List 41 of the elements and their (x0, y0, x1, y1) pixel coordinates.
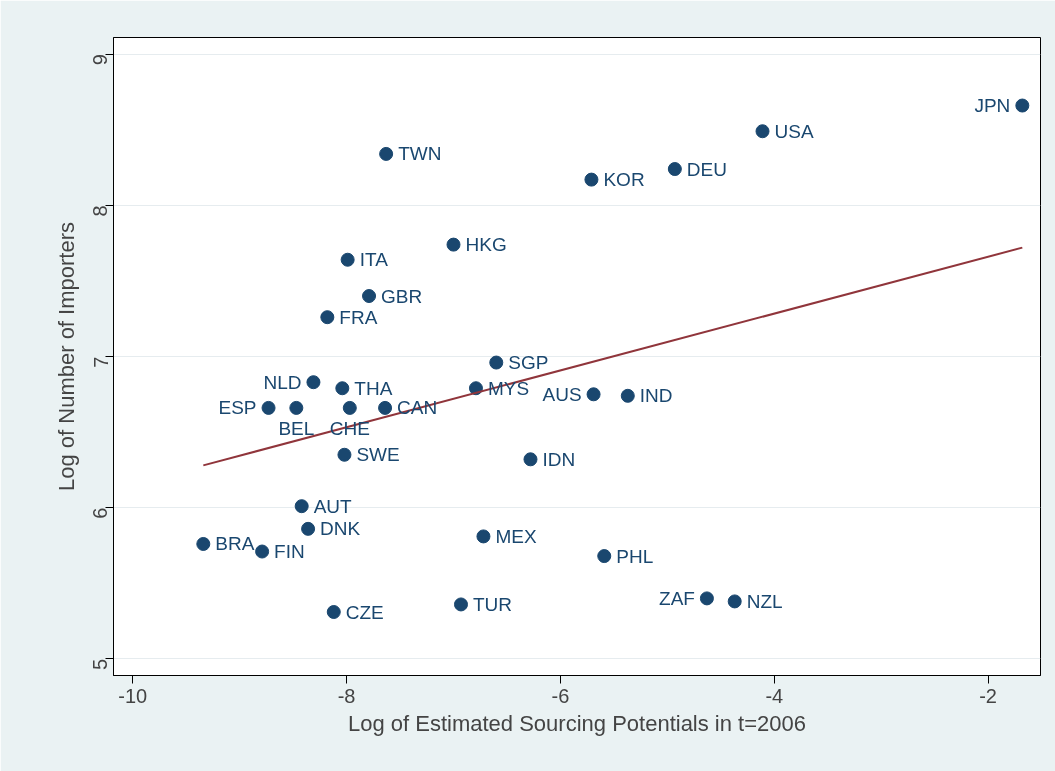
annotation: HKG (465, 234, 507, 256)
annotation: MYS (487, 377, 530, 399)
y-tick-label: 7 (89, 356, 112, 368)
y-axis-title: Log of Number of Importers (53, 221, 79, 491)
x-tick-label: -8 (337, 684, 356, 707)
annotation: IND (639, 385, 673, 407)
annotation: MEX (495, 525, 537, 547)
annotation: AUS (542, 383, 582, 405)
annotation: ESP (218, 397, 257, 419)
annotation: CZE (345, 601, 384, 623)
y-tick-label: 5 (89, 658, 112, 670)
x-tick-label: -6 (551, 684, 570, 707)
annotation: ITA (359, 249, 389, 271)
annotation: JPN (974, 95, 1011, 117)
annotation: USA (774, 120, 814, 142)
annotation: ZAF (659, 587, 695, 609)
annotation: NLD (263, 371, 302, 393)
x-axis-title: Log of Estimated Sourcing Potentials in t=2006 (347, 710, 807, 736)
annotation: SGP (508, 352, 549, 374)
x-tick-label: -2 (979, 684, 998, 707)
annotation: THA (354, 377, 393, 399)
annotation: BRA (215, 533, 255, 555)
y-tick-label: 9 (89, 54, 112, 66)
annotation: PHL (616, 545, 654, 567)
x-tick-label: -4 (765, 684, 784, 707)
annotation: IDN (542, 448, 576, 470)
annotation: TUR (472, 593, 513, 615)
annotation: AUT (313, 495, 353, 517)
annotation: SWE (356, 444, 400, 466)
annotation: FIN (274, 541, 305, 563)
annotation: TWN (398, 143, 442, 165)
annotation: DNK (320, 518, 361, 540)
annotation: GBR (381, 285, 423, 307)
x-tick-label: -10 (118, 684, 148, 707)
annotation: BEL (278, 417, 315, 439)
annotation: FRA (339, 306, 378, 328)
y-tick-label: 8 (89, 205, 112, 217)
annotation: KOR (603, 169, 645, 191)
annotation: DEU (686, 158, 727, 180)
annotation: NZL (746, 590, 783, 612)
y-tick-label: 6 (89, 507, 112, 519)
